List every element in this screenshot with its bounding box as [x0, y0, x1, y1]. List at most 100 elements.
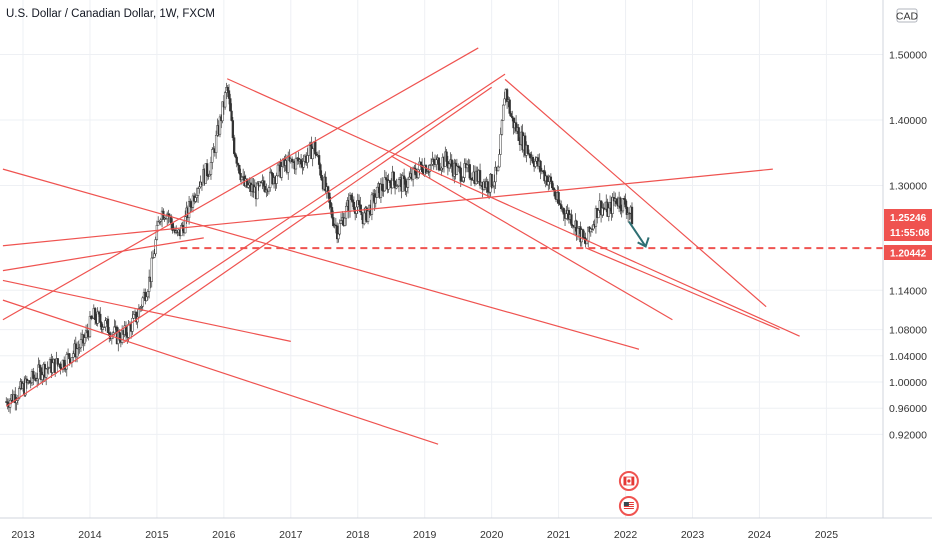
candle — [427, 164, 430, 176]
candle — [338, 219, 341, 236]
candle — [624, 193, 627, 210]
candle — [297, 151, 300, 165]
candle — [517, 124, 520, 141]
currency-box[interactable] — [896, 8, 918, 23]
candle — [151, 250, 155, 259]
candle — [526, 144, 529, 154]
candle — [226, 84, 229, 98]
canada-flag-icon[interactable] — [618, 471, 639, 491]
trendline[interactable] — [2, 47, 479, 321]
event-flags[interactable] — [618, 471, 639, 516]
candle — [611, 193, 614, 218]
candle — [339, 213, 343, 225]
candle — [547, 174, 550, 191]
candle — [469, 172, 473, 186]
candle — [280, 161, 283, 181]
trendline-group[interactable] — [2, 47, 800, 445]
trendline[interactable] — [2, 168, 773, 247]
x-tick-label: 2019 — [413, 529, 437, 541]
candle — [96, 307, 99, 327]
candle — [229, 93, 232, 112]
candle — [529, 152, 532, 166]
candle — [230, 103, 233, 122]
candle — [158, 220, 161, 225]
candle — [486, 178, 489, 198]
candle — [429, 158, 433, 172]
candle — [553, 187, 556, 199]
candle — [319, 162, 322, 179]
candle — [370, 191, 374, 221]
candle — [592, 220, 595, 231]
candle — [154, 236, 157, 257]
candle — [397, 177, 401, 193]
candle — [275, 172, 278, 189]
candle — [375, 186, 379, 198]
candle — [432, 157, 435, 170]
trendline[interactable] — [2, 168, 640, 350]
candle — [72, 350, 75, 362]
time-scale[interactable]: 2013 2014 2015 2016 2017 2018 2019 2020 2021 2022… — [11, 529, 838, 541]
trendline[interactable] — [2, 237, 204, 272]
candle — [406, 177, 410, 194]
candle — [500, 118, 504, 136]
candle — [597, 209, 600, 219]
candle — [570, 209, 573, 228]
candle — [381, 177, 384, 197]
candle — [511, 110, 514, 122]
trendline[interactable] — [123, 86, 492, 344]
candle — [263, 180, 267, 194]
trendline[interactable] — [2, 299, 439, 445]
candle — [88, 311, 92, 339]
candle — [462, 176, 465, 184]
candle — [146, 289, 150, 301]
trendline[interactable] — [5, 73, 506, 407]
candle — [459, 161, 462, 188]
y-tick-label: 0.92000 — [889, 429, 927, 441]
candle — [615, 198, 618, 205]
candle — [100, 321, 103, 334]
price-scale[interactable]: 1.50000 1.40000 1.30000 1.14000 1.08000 1.040… — [889, 50, 927, 442]
candle — [137, 304, 141, 318]
candle — [351, 192, 354, 208]
x-tick-label: 2013 — [11, 529, 35, 541]
candle — [83, 332, 86, 347]
candle — [191, 193, 195, 213]
current-price-label: 1.25246 — [890, 213, 927, 224]
candle — [445, 148, 448, 166]
candle — [505, 88, 509, 109]
candle — [503, 91, 506, 106]
candle — [392, 170, 395, 186]
trendline[interactable] — [2, 279, 291, 342]
y-tick-label: 1.14000 — [889, 285, 927, 297]
usa-flag-icon[interactable] — [618, 496, 639, 516]
trendline[interactable] — [226, 78, 800, 337]
candle — [343, 212, 347, 227]
trendline[interactable] — [585, 247, 780, 331]
candle — [51, 356, 54, 375]
candle — [431, 151, 434, 167]
candle — [411, 166, 415, 187]
candle — [498, 149, 501, 168]
candle — [258, 181, 262, 188]
candle — [383, 170, 386, 192]
candle — [214, 130, 218, 159]
candle — [311, 146, 314, 167]
candle — [173, 226, 177, 235]
candle — [315, 151, 318, 156]
candle — [437, 157, 441, 172]
countdown-label: 11:55:08 — [890, 228, 930, 239]
candle — [157, 216, 160, 226]
candle — [384, 171, 388, 182]
trendline[interactable] — [390, 155, 673, 321]
candle — [235, 154, 238, 168]
candle — [508, 97, 511, 116]
candle — [86, 323, 89, 339]
candle — [514, 115, 518, 135]
candle — [502, 104, 505, 121]
trendline[interactable] — [504, 78, 767, 308]
candle — [239, 168, 242, 183]
current-price-badge — [884, 209, 932, 241]
candle — [299, 153, 303, 169]
